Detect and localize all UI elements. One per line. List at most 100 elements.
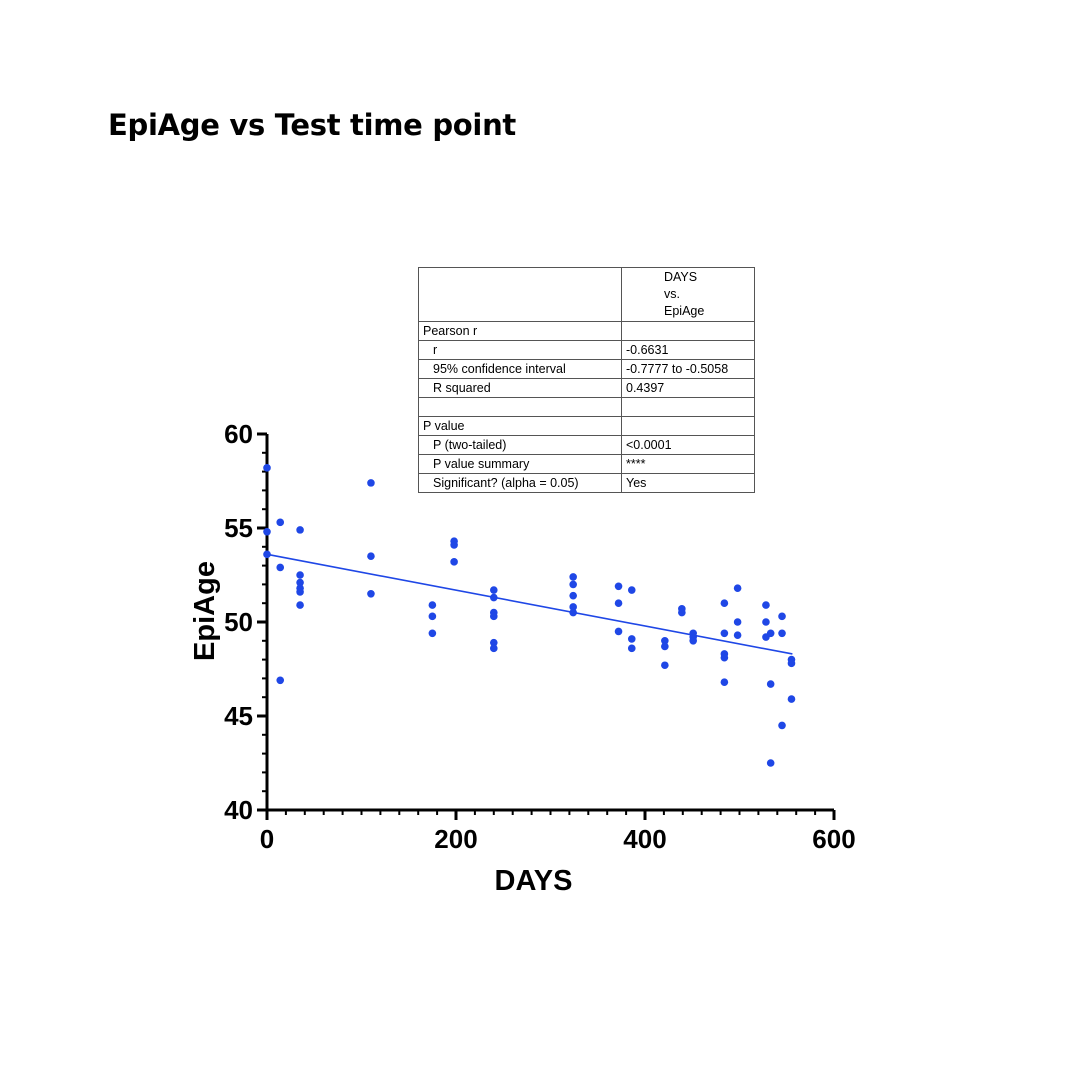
stats-row: 95% confidence interval -0.7777 to -0.505… [418,359,755,379]
x-tick-label: 600 [812,824,855,854]
data-point [766,629,775,638]
stats-row [418,397,755,417]
data-point [367,590,375,598]
stats-header-blank-cell [418,267,622,322]
data-point [733,618,742,626]
data-point [490,586,498,594]
data-point [569,580,577,589]
stats-value-cell: <0.0001 [621,435,755,455]
data-point [428,601,437,609]
stats-label-cell: r [418,340,622,360]
data-point [762,618,770,626]
data-point [428,612,437,621]
data-point [614,582,623,591]
stats-header-cell: DAYS vs. EpiAge [621,267,755,322]
data-point [367,552,375,560]
data-point [720,678,729,686]
data-point [296,578,304,587]
data-point [296,526,304,534]
y-tick-label: 45 [224,701,253,731]
data-point [490,638,498,647]
stats-row: r -0.6631 [418,340,755,360]
data-point [569,591,577,600]
data-point [720,653,729,662]
stats-row: Pearson r [418,321,755,341]
x-axis-label: DAYS [495,865,573,897]
stats-row: R squared 0.4397 [418,378,755,398]
data-point [569,603,577,611]
stats-value-cell: -0.7777 to -0.5058 [621,359,755,379]
data-point [614,627,623,636]
data-point [450,558,458,566]
stats-value-cell [621,397,755,417]
data-point [661,661,669,670]
data-point [627,644,636,653]
y-tick-label: 40 [224,795,253,825]
stats-label-cell: 95% confidence interval [418,359,622,379]
data-point [720,599,729,607]
stats-label-cell: Pearson r [418,321,622,341]
data-point [627,635,636,643]
data-point [661,642,669,651]
x-tick-label: 200 [434,824,477,854]
stats-value-cell: **** [621,454,755,474]
data-point [787,695,796,703]
stats-label-cell: Significant? (alpha = 0.05) [418,473,622,493]
data-point [689,637,697,645]
correlation-stats-table: DAYS vs. EpiAge Pearson r r -0.6631 95% con… [418,267,755,493]
data-point [678,608,686,617]
y-axis-label: EpiAge [189,561,221,661]
stats-row: P value [418,416,755,436]
stats-header-line: EpiAge [664,304,705,318]
data-point [627,586,636,594]
x-tick-label: 0 [260,824,274,854]
data-point [733,631,742,639]
stats-label-cell: P value summary [418,454,622,474]
stats-value-cell [621,416,755,436]
chart-points [263,464,796,767]
data-point [766,680,775,688]
x-tick-label: 400 [623,824,666,854]
data-point [276,676,285,685]
stats-header-line: DAYS [664,270,698,284]
y-tick-label: 50 [224,607,253,637]
data-point [450,541,458,549]
page-title: EpiAge vs Test time point [108,108,516,142]
data-point [569,573,577,581]
stats-value-cell: 0.4397 [621,378,755,398]
regression-line [266,553,793,655]
data-point [778,629,786,638]
data-point [778,721,786,730]
y-tick-label: 60 [224,419,253,449]
stats-value-cell: Yes [621,473,755,493]
data-point [276,563,285,572]
data-point [263,464,271,472]
stats-label-cell: P (two-tailed) [418,435,622,455]
data-point [296,571,304,579]
stats-row: P (two-tailed) <0.0001 [418,435,755,455]
stats-label-cell: R squared [418,378,622,398]
data-point [490,644,498,653]
data-point [778,612,786,621]
stats-label-cell: P value [418,416,622,436]
data-point [720,629,729,638]
data-point [762,601,770,609]
stats-header-line: vs. [664,287,680,301]
data-point [296,588,304,596]
data-point [276,518,285,527]
stats-row: Significant? (alpha = 0.05) Yes [418,473,755,493]
stats-value-cell: -0.6631 [621,340,755,360]
y-tick-label: 55 [224,513,253,543]
stats-row: P value summary **** [418,454,755,474]
data-point [263,527,271,536]
data-point [428,629,437,638]
data-point [614,599,623,607]
stats-label-cell [418,397,622,417]
data-point [766,759,775,767]
stats-header-row: DAYS vs. EpiAge [418,267,755,322]
data-point [490,612,498,621]
stats-value-cell [621,321,755,341]
data-point [787,659,796,668]
